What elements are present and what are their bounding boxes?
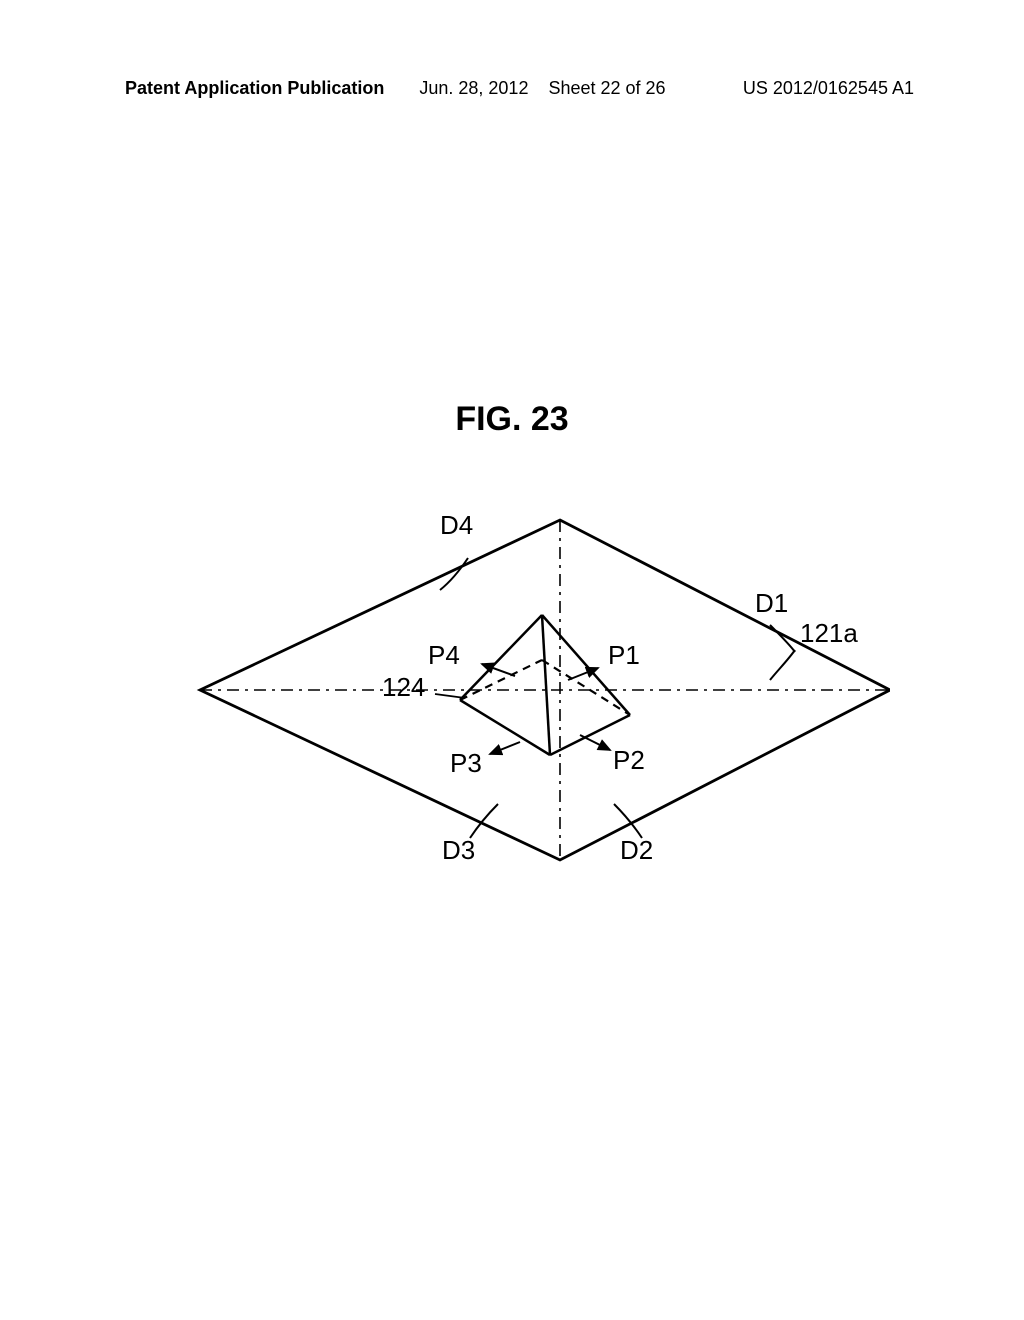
figure-diagram: D4 D1 121a P4 P1 124 P3 P2 D3 D2 — [130, 490, 890, 940]
label-124: 124 — [382, 672, 425, 703]
label-d1: D1 — [755, 588, 788, 619]
page-header: Patent Application Publication Jun. 28, … — [0, 78, 1024, 99]
inner-apex-left — [460, 615, 542, 700]
inner-apex-front — [542, 615, 550, 755]
header-center: Jun. 28, 2012 Sheet 22 of 26 — [384, 78, 742, 99]
label-d2: D2 — [620, 835, 653, 866]
inner-base-left-dashed — [460, 660, 542, 700]
pub-date: Jun. 28, 2012 — [419, 78, 528, 98]
label-p2: P2 — [613, 745, 645, 776]
diagram-svg — [130, 490, 890, 940]
pub-type: Patent Application Publication — [125, 78, 384, 99]
label-p1: P1 — [608, 640, 640, 671]
arrow-p3 — [490, 742, 520, 754]
pub-number: US 2012/0162545 A1 — [743, 78, 914, 99]
arrow-p4 — [482, 664, 515, 676]
patent-page: Patent Application Publication Jun. 28, … — [0, 0, 1024, 1320]
arrow-p2 — [580, 735, 610, 750]
label-p3: P3 — [450, 748, 482, 779]
leader-121a — [770, 650, 795, 680]
label-d4: D4 — [440, 510, 473, 541]
figure-title: FIG. 23 — [0, 400, 1024, 439]
label-d3: D3 — [442, 835, 475, 866]
leader-124 — [435, 694, 465, 698]
label-121a: 121a — [800, 618, 858, 649]
inner-base-front-left — [460, 700, 550, 755]
sheet-info: Sheet 22 of 26 — [548, 78, 665, 98]
label-p4: P4 — [428, 640, 460, 671]
